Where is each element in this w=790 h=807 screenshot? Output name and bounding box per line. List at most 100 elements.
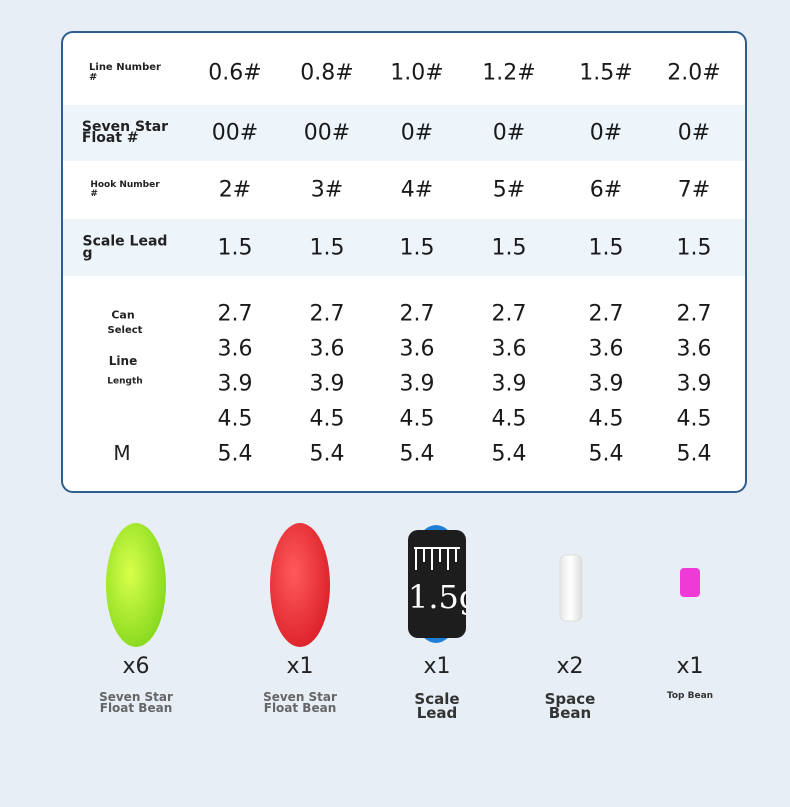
table-cell: 5.4	[217, 441, 253, 467]
row-label-line: Seven Star	[81, 118, 169, 135]
table-cell: 2.7	[676, 301, 712, 327]
table-cell: 3.9	[309, 371, 345, 397]
top-bean	[680, 568, 700, 597]
table-cell: 2.7	[588, 301, 624, 327]
item-count: x1	[423, 654, 451, 679]
item-label-line: Float Bean	[99, 701, 173, 716]
table-cell: 4.5	[309, 406, 345, 432]
row-label-line: Line	[108, 354, 138, 368]
table-cell: 3#	[310, 177, 344, 203]
item-label-line: Seven Star	[263, 690, 337, 704]
row-label-line: Can	[111, 308, 135, 322]
item-count: x1	[286, 654, 314, 679]
table-cell: 2.7	[217, 301, 253, 327]
table-cell: 3.6	[399, 336, 435, 362]
row-label-line: Length	[107, 376, 143, 387]
table-cell: 4.5	[217, 406, 253, 432]
row-label-line: Scale Lead	[82, 232, 168, 249]
table-cell: 4.5	[399, 406, 435, 432]
table-cell: 3.9	[399, 371, 435, 397]
table-cell: 0#	[589, 120, 623, 146]
table-cell: 5.4	[491, 441, 527, 467]
table-cell: 0.8#	[300, 60, 354, 86]
item-label-line: Lead	[416, 704, 458, 723]
table-row: Line Number #0.6# 0.8# 1.0# 1.2# 1.5# 2.0#	[63, 41, 745, 105]
green-float-bean	[106, 523, 166, 647]
table-row: Seven Star Float # 00# 00# 0# 0# 0# 0#	[63, 105, 745, 161]
row-label-line: #	[89, 72, 98, 83]
table-cell: 0#	[492, 120, 526, 146]
red-float-bean	[270, 523, 330, 647]
table-cell: 5.4	[676, 441, 712, 467]
row-label-line: Float #	[81, 130, 139, 146]
table-cell: 3.6	[217, 336, 253, 362]
row-label: Hook Number #	[90, 181, 159, 199]
table-cell: 5.4	[588, 441, 624, 467]
table-cell: 3.9	[491, 371, 527, 397]
table-row: Scale Lead g 1.5 1.5 1.5 1.5 1.5 1.5	[63, 219, 745, 276]
row-label-line: M	[113, 441, 131, 465]
item-label: Space Bean	[544, 690, 596, 723]
table-cell: 2.0#	[667, 60, 721, 86]
item-label-line: Bean	[548, 704, 592, 723]
table-cell: 3.6	[491, 336, 527, 362]
table-cell: 2.7	[309, 301, 345, 327]
row-label-line: #	[90, 189, 98, 199]
table-cell: 1.5	[309, 235, 345, 260]
table-cell: 00#	[211, 120, 259, 146]
table-cell: 5#	[492, 177, 526, 203]
table-cell: 3.6	[588, 336, 624, 362]
table-cell: 4.5	[676, 406, 712, 432]
item-count: x2	[556, 654, 584, 679]
row-label: Line Number #	[89, 63, 161, 83]
item-label-line: Scale	[414, 690, 460, 708]
item-label-line: Space	[544, 690, 596, 708]
table-cell: 1.0#	[390, 60, 444, 86]
table-cell: 5.4	[309, 441, 345, 467]
table-cell: 2.7	[491, 301, 527, 327]
row-label: Seven Star Float #	[81, 118, 169, 146]
table-cell: 0#	[400, 120, 434, 146]
row-label-line: Line Number	[89, 62, 161, 73]
table-cell: 1.5	[399, 235, 435, 260]
row-label-line: Hook Number	[90, 180, 160, 190]
table-cell: 3.9	[588, 371, 624, 397]
table-cell: 1.5	[217, 235, 253, 260]
item-print: 1.5g	[408, 578, 466, 616]
item-label-line: Seven Star	[99, 690, 173, 704]
row-label-line: g	[82, 245, 93, 262]
table-cell: 4.5	[491, 406, 527, 432]
table-cell: 3.9	[676, 371, 712, 397]
table-cell: 2#	[218, 177, 252, 203]
item-label-line: Float Bean	[263, 701, 337, 716]
table-cell: 1.5	[588, 235, 624, 260]
table-cell: 3.6	[309, 336, 345, 362]
table-cell: 00#	[303, 120, 351, 146]
row-label: Scale Lead g	[82, 232, 168, 262]
item-label: Scale Lead	[414, 690, 460, 723]
table-cell: 1.2#	[482, 60, 536, 86]
item-label-line: Top Bean	[666, 691, 714, 701]
table-cell: 1.5	[676, 235, 712, 260]
spec-table: Line Number #0.6# 0.8# 1.0# 1.2# 1.5# 2.0# Seve…	[61, 31, 747, 493]
item-label: Seven Star Float Bean	[263, 690, 337, 716]
table-cell: 7#	[677, 177, 711, 203]
table-cell: 4.5	[588, 406, 624, 432]
table-cell: 0#	[677, 120, 711, 146]
table-cell: 5.4	[399, 441, 435, 467]
table-row: Hook Number #2# 3# 4# 5# 6# 7#	[63, 161, 745, 219]
table-cell: 0.6#	[208, 60, 262, 86]
scale-lead	[408, 525, 466, 643]
item-count: x6	[122, 654, 150, 679]
table-cell: 1.5#	[579, 60, 633, 86]
table-cell: 3.9	[217, 371, 253, 397]
table-cell: 4#	[400, 177, 434, 203]
row-label-line: Select	[107, 325, 143, 336]
table-cell: 2.7	[399, 301, 435, 327]
table-cell: 3.6	[676, 336, 712, 362]
item-label: Seven Star Float Bean	[99, 690, 173, 716]
table-row: Can Select Line Length M 2.7 3.6 3.9 4.5 5.4 2.7 3.…	[63, 277, 745, 491]
space-bean	[559, 554, 583, 622]
